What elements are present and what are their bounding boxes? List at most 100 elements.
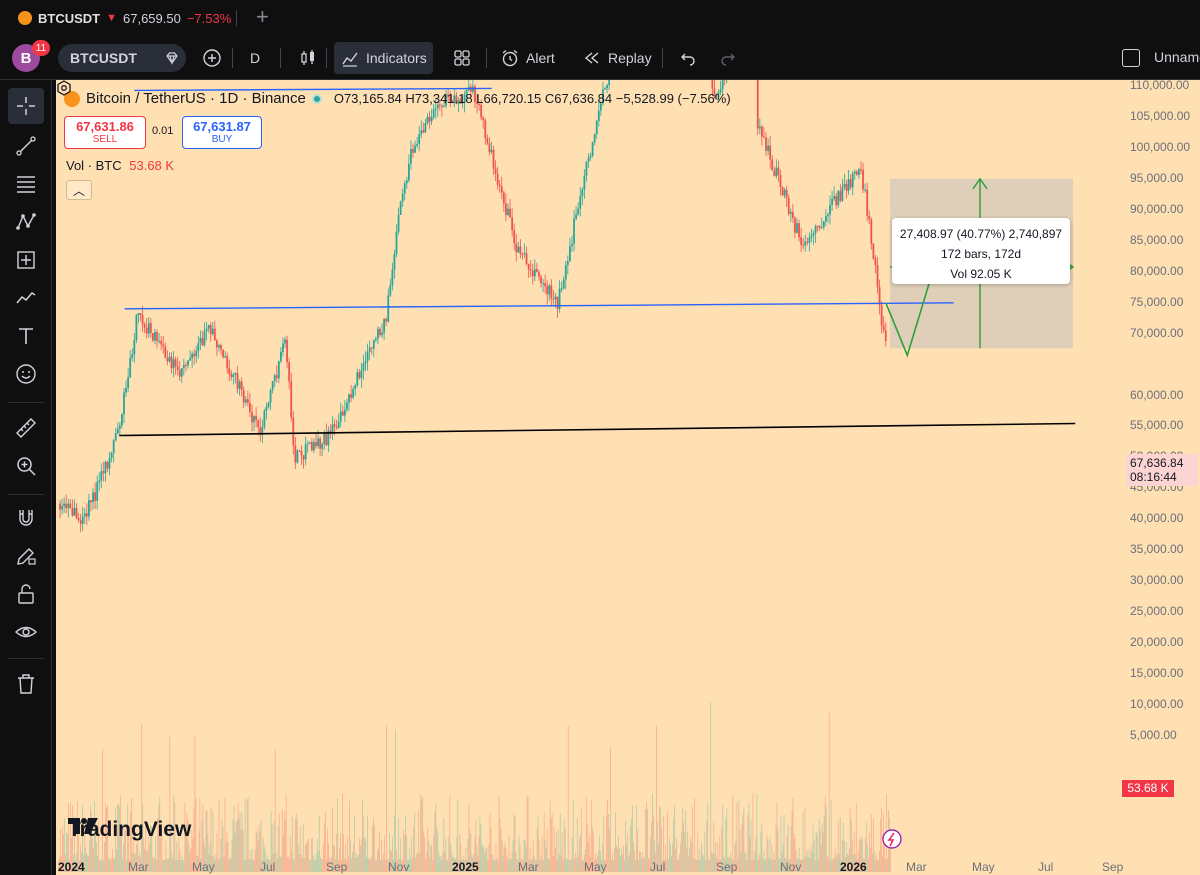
crosshair-tool[interactable] <box>8 88 44 124</box>
candle-body <box>151 333 154 341</box>
delete-tool[interactable] <box>8 666 44 702</box>
volume-bar <box>412 858 414 872</box>
volume-bar <box>133 829 135 872</box>
candle-body <box>426 116 429 124</box>
volume-bar <box>486 846 488 872</box>
volume-bar <box>814 859 816 872</box>
volume-bar <box>195 797 197 872</box>
volume-bar <box>736 802 738 872</box>
volume-bar <box>131 798 133 872</box>
volume-bar <box>840 859 842 872</box>
volume-bar <box>579 835 581 872</box>
candle-body <box>781 187 784 196</box>
brush-tool[interactable] <box>8 280 44 316</box>
volume-bar <box>159 797 161 872</box>
volume-bar <box>436 826 438 872</box>
lock-tool[interactable] <box>8 576 44 612</box>
volume-bar <box>865 822 867 872</box>
undo-button[interactable] <box>672 42 704 74</box>
candle-body <box>253 416 255 423</box>
layout-name[interactable]: Unnamed <box>1154 49 1200 65</box>
tradingview-logo[interactable]: TradingView <box>68 818 191 842</box>
grid-icon <box>454 50 470 66</box>
collapse-legend-chevron-up-icon[interactable]: ︿ <box>66 180 92 200</box>
buy-button[interactable]: 67,631.87 BUY <box>182 116 262 149</box>
settings-gear-icon[interactable] <box>56 80 72 96</box>
indicators-button[interactable]: Indicators <box>334 42 433 74</box>
magnet-tool[interactable] <box>8 500 44 536</box>
alert-button[interactable]: Alert <box>494 42 561 74</box>
candle-body <box>808 237 811 243</box>
tab-btcusdt[interactable]: BTCUSDT ▼ 67,659.50 −7.53% <box>6 3 246 33</box>
replay-button[interactable]: Replay <box>576 42 658 74</box>
pattern-tool[interactable] <box>8 204 44 240</box>
volume-bar <box>212 810 214 872</box>
candle-body <box>476 102 478 105</box>
volume-bar <box>197 855 199 872</box>
volume-bar <box>543 812 545 872</box>
candle-body <box>492 149 495 169</box>
volume-bar <box>456 836 458 872</box>
candle-body <box>88 500 90 517</box>
volume-bar <box>118 803 120 872</box>
interval-button[interactable]: D <box>244 42 266 74</box>
volume-bar <box>646 801 647 872</box>
redo-button[interactable] <box>712 42 744 74</box>
volume-bar <box>515 851 517 872</box>
ruler-tool[interactable] <box>8 410 44 446</box>
volume-bar <box>508 835 510 872</box>
volume-bar <box>370 859 371 872</box>
symbol-title[interactable]: Bitcoin / TetherUS · 1D · Binance <box>86 90 306 107</box>
candle-body <box>529 269 532 271</box>
magnet-icon <box>19 510 33 526</box>
volume-bar <box>445 838 447 872</box>
volume-bar <box>489 813 491 872</box>
volume-bar <box>314 859 316 872</box>
candle-body <box>96 482 99 501</box>
text-tool[interactable] <box>8 318 44 354</box>
candle-body <box>114 433 117 441</box>
volume-bar <box>379 831 380 872</box>
candle-body <box>133 339 136 355</box>
zoom-tool[interactable] <box>8 448 44 484</box>
prediction-tool[interactable] <box>8 242 44 278</box>
compare-add-symbol-button[interactable] <box>196 42 228 74</box>
volume-bar <box>534 859 536 872</box>
volume-bar <box>706 821 708 872</box>
volume-bar <box>855 803 857 872</box>
trend-line-tool[interactable] <box>8 128 44 164</box>
chart-pane[interactable]: Bitcoin / TetherUS · 1D · Binance O73,16… <box>56 80 1200 875</box>
volume-bar <box>450 844 452 872</box>
candle-body <box>65 503 68 509</box>
layout-icon[interactable] <box>1122 49 1140 67</box>
candle-body <box>463 94 466 103</box>
new-tab-plus-icon[interactable]: + <box>256 4 269 29</box>
candle-body <box>395 231 398 255</box>
volume-bar <box>501 839 503 872</box>
volume-bar <box>362 799 363 872</box>
volume-bar <box>79 859 80 872</box>
fib-tool[interactable] <box>8 166 44 202</box>
price-axis-label: 70,000.00 <box>1130 325 1184 340</box>
volume-bar <box>322 843 324 872</box>
candle-body <box>866 189 869 216</box>
chart-canvas[interactable] <box>56 80 1200 875</box>
volume-bar <box>517 859 519 872</box>
volume-legend[interactable]: Vol · BTC 53.68 K <box>66 158 174 173</box>
volume-bar <box>761 822 763 872</box>
volume-bar <box>525 847 527 872</box>
drawing-mode-tool[interactable] <box>8 538 44 574</box>
sell-button[interactable]: 67,631.86 SELL <box>64 116 146 149</box>
symbol-search-button[interactable]: BTCUSDT <box>58 44 186 72</box>
volume-bar <box>590 799 592 872</box>
price-axis-label: 5,000.00 <box>1130 727 1177 742</box>
volume-bar <box>820 845 822 872</box>
chart-type-button[interactable] <box>292 42 324 74</box>
emoji-tool[interactable] <box>8 356 44 392</box>
volume-bar <box>648 858 649 872</box>
volume-bar <box>365 839 366 872</box>
visibility-tool[interactable] <box>8 614 44 650</box>
volume-bar <box>509 858 511 872</box>
volume-bar <box>329 859 331 872</box>
templates-button[interactable] <box>446 42 478 74</box>
